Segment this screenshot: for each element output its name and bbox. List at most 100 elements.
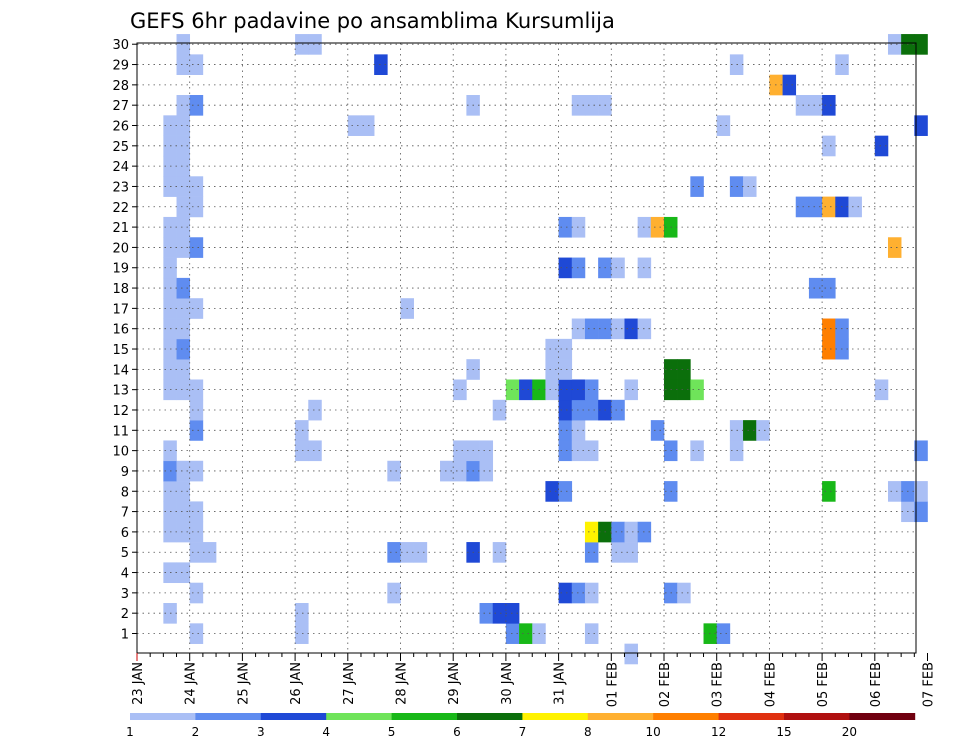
colorbar-swatch: [260, 713, 327, 720]
y-tick-label: 9: [121, 465, 129, 480]
heatmap-cell: [558, 359, 573, 380]
heatmap-cell: [690, 176, 704, 197]
heatmap-cell: [584, 440, 599, 462]
heatmap-cell: [176, 379, 191, 401]
heatmap-cell: [308, 34, 322, 55]
colorbar-label: 4: [322, 725, 330, 739]
heatmap-cell: [716, 623, 731, 644]
heatmap-cell: [505, 603, 520, 624]
heatmap-cell: [189, 196, 204, 218]
colorbar-swatch: [653, 713, 719, 720]
colorbar-swatch: [326, 713, 392, 720]
heatmap-cell: [176, 115, 191, 136]
x-tick-label: 01 FEB: [605, 662, 620, 707]
heatmap-cell: [558, 481, 573, 502]
colorbar-swatch: [391, 713, 458, 720]
y-tick-label: 14: [112, 363, 129, 378]
heatmap-cell: [295, 603, 309, 624]
heatmap-cell: [756, 420, 770, 441]
heatmap-cell: [914, 34, 928, 55]
heatmap-cell: [584, 521, 599, 543]
heatmap-cell: [176, 135, 191, 157]
heatmap-cell: [189, 379, 204, 401]
y-tick-label: 16: [112, 323, 129, 338]
heatmap-cell: [189, 399, 204, 421]
heatmap-cell: [176, 338, 191, 360]
heatmap-cell: [716, 115, 731, 136]
heatmap-cell: [308, 399, 322, 421]
heatmap-cell: [295, 623, 309, 644]
heatmap-cell: [505, 623, 520, 644]
heatmap-cell: [176, 95, 191, 116]
y-tick-label: 5: [121, 546, 129, 561]
heatmap-cell: [874, 379, 889, 401]
colorbar-label: 6: [453, 725, 461, 739]
heatmap-cell: [584, 399, 599, 421]
heatmap-cell: [545, 359, 559, 380]
heatmap-cell: [808, 196, 823, 218]
heatmap-cell: [571, 318, 586, 340]
heatmap-cell: [914, 440, 928, 462]
heatmap-cell: [492, 399, 507, 421]
x-tick-label: 06 FEB: [869, 662, 884, 707]
heatmap-cell: [690, 440, 704, 462]
heatmap-cell: [189, 176, 204, 197]
heatmap-cell: [874, 135, 889, 157]
heatmap-cell: [611, 521, 625, 543]
heatmap-cell: [479, 460, 494, 482]
heatmap-cell: [822, 135, 836, 157]
heatmap-cell: [571, 440, 586, 462]
heatmap-cell: [545, 379, 559, 401]
heatmap-cell: [611, 257, 625, 279]
heatmap-cell: [743, 176, 757, 197]
heatmap-cell: [690, 379, 704, 401]
heatmap-cell: [795, 95, 810, 116]
y-tick-label: 17: [112, 302, 129, 317]
heatmap-cell: [914, 115, 928, 136]
y-tick-label: 19: [112, 262, 129, 277]
colorbar-swatch: [718, 713, 785, 720]
heatmap-cell: [189, 54, 204, 75]
y-tick-label: 23: [112, 180, 129, 195]
heatmap-cell: [584, 379, 599, 401]
heatmap-cell: [176, 277, 191, 299]
y-tick-label: 1: [121, 628, 129, 643]
colorbar-label: 15: [776, 725, 791, 739]
x-tick-label: 25 JAN: [236, 662, 251, 705]
heatmap-cell: [795, 196, 810, 218]
y-tick-label: 12: [112, 404, 129, 419]
y-tick-label: 2: [121, 607, 129, 622]
y-tick-label: 20: [112, 241, 129, 256]
y-tick-label: 27: [112, 99, 129, 114]
heatmap-cell: [453, 379, 467, 401]
heatmap-cell: [677, 582, 691, 604]
heatmap-cell: [189, 95, 204, 116]
x-tick-label: 29 JAN: [447, 662, 462, 705]
heatmap-cell: [189, 420, 204, 441]
heatmap-cell: [914, 501, 928, 523]
heatmap-cell: [650, 216, 665, 238]
x-tick-label: 24 JAN: [184, 662, 199, 705]
x-tick-label: 26 JAN: [289, 662, 304, 705]
y-tick-label: 13: [112, 384, 129, 399]
heatmap-cell: [584, 318, 599, 340]
heatmap-cells: [163, 34, 928, 665]
chart-title: GEFS 6hr padavine po ansamblima Kursumli…: [130, 9, 615, 33]
colorbar: 1 2 3 4 5 6 7 8 10 12 15 20: [126, 713, 916, 739]
y-tick-label: 18: [112, 282, 129, 297]
heatmap-cell: [611, 399, 625, 421]
heatmap-cell: [176, 298, 191, 319]
colorbar-label: 1: [126, 725, 134, 739]
colorbar-swatch: [457, 713, 523, 720]
heatmap-cell: [189, 521, 204, 543]
y-tick-label: 8: [121, 485, 129, 500]
heatmap-cell: [189, 460, 204, 482]
colorbar-swatch: [587, 713, 654, 720]
y-tick-label: 10: [112, 445, 129, 460]
heatmap-cell: [176, 54, 191, 75]
heatmap-cell: [571, 399, 586, 421]
heatmap-cell: [176, 34, 191, 55]
heatmap-cell: [558, 338, 573, 360]
colorbar-label: 3: [257, 725, 265, 739]
